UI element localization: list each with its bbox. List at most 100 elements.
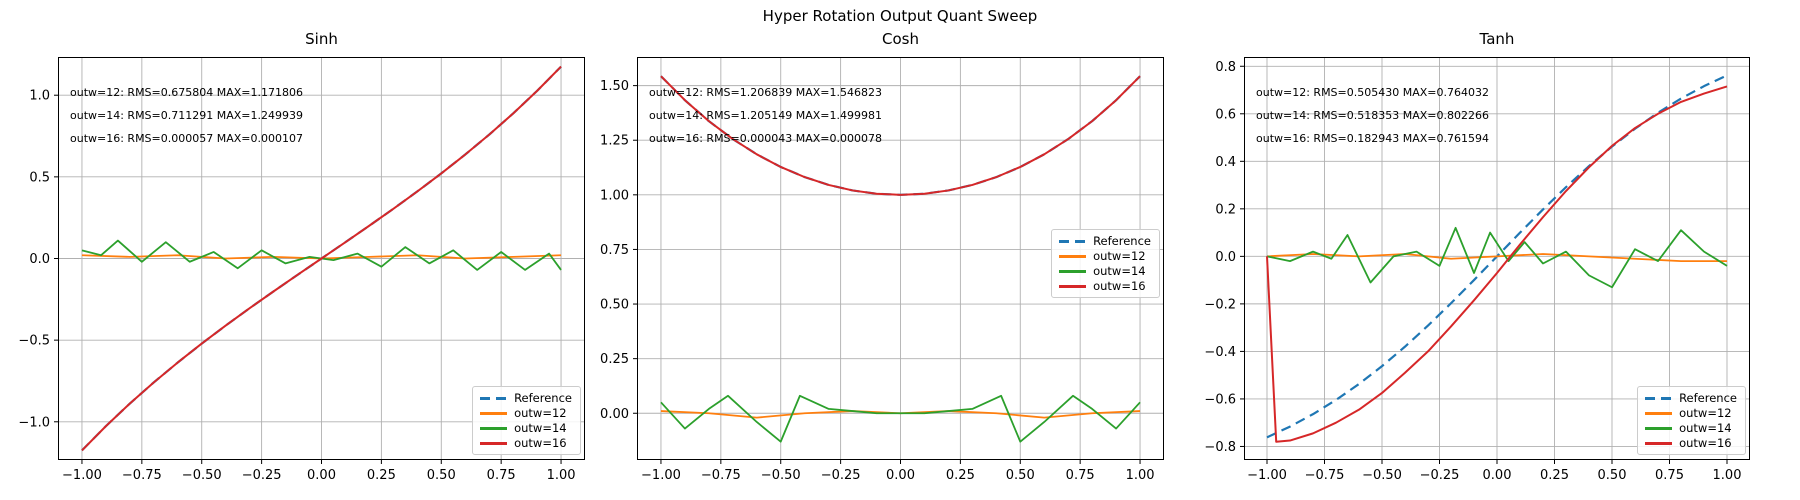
y-tick-label: 0.25: [600, 352, 629, 367]
annotation-line: outw=14: RMS=1.205149 MAX=1.499981: [649, 109, 882, 122]
x-tick-label: 0.25: [367, 468, 396, 483]
legend-entry: Reference: [1645, 392, 1737, 404]
annotation-line: outw=14: RMS=0.711291 MAX=1.249939: [70, 109, 303, 122]
x-tick-label: 1.00: [547, 468, 576, 483]
legend-entry: outw=16: [1645, 437, 1737, 449]
annotation-line: outw=16: RMS=0.182943 MAX=0.761594: [1256, 132, 1489, 145]
legend-line-sample: [1645, 411, 1673, 415]
legend-cosh: Reference outw=12 outw=14 outw=16: [1051, 229, 1160, 298]
legend-entry: outw=14: [480, 422, 572, 434]
series-line-outw-12: [1266, 253, 1727, 263]
y-tick-label: −0.4: [1204, 345, 1236, 360]
annotation-line: outw=12: RMS=0.675804 MAX=1.171806: [70, 86, 303, 99]
subplot-title-sinh: Sinh: [305, 30, 338, 48]
y-tick-label: −0.5: [18, 334, 50, 349]
y-tick-label: 0.2: [1215, 202, 1236, 217]
x-tick-label: 1.00: [1126, 468, 1155, 483]
y-tick-label: −1.0: [18, 415, 50, 430]
y-tick-label: 0.8: [1215, 60, 1236, 75]
x-tick-label: 0.75: [1066, 468, 1095, 483]
legend-line-sample: [480, 411, 508, 415]
panel-cosh: Cosh −1.00 −0.75 −0.50 −0.25 0.00 0.25 0.50 0.7…: [600, 0, 1200, 500]
plotbox-tanh: Tanh −1.00 −0.75 −0.50 −0.25 0.00 0.25 0.50 0.7…: [1204, 30, 1750, 483]
annotation-line: outw=16: RMS=0.000057 MAX=0.000107: [70, 132, 303, 145]
legend-label: outw=16: [514, 436, 567, 450]
legend-line-sample: [1059, 284, 1087, 288]
series-line-outw-14: [1266, 226, 1728, 289]
panel-sinh: Sinh −1.00 −0.75 −0.50 −0.25 0.00 0.25 0.50 0.7…: [0, 0, 600, 500]
figure-title: Hyper Rotation Output Quant Sweep: [762, 7, 1038, 25]
legend-line-sample: [1645, 396, 1673, 400]
x-tick-label: −1.00: [1247, 468, 1287, 483]
series-line-outw-16: [660, 75, 1141, 196]
plot-area-sinh: −1.00 −0.75 −0.50 −0.25 0.00 0.25 0.50 0.75 1.00…: [18, 57, 585, 483]
y-tick-label: 0.50: [600, 298, 629, 313]
annotations-sinh: outw=12: RMS=0.675804 MAX=1.171806 outw=1…: [70, 87, 303, 156]
legend-entry: Reference: [480, 392, 572, 404]
legend-line-sample: [1059, 239, 1087, 243]
subplot-title-tanh: Tanh: [1479, 30, 1515, 48]
legend-sinh: Reference outw=12 outw=14 outw=16: [472, 386, 581, 455]
y-tick-label: 1.50: [600, 79, 629, 94]
x-tick-label: −0.75: [701, 468, 741, 483]
y-tick-label: 0.00: [600, 407, 629, 422]
y-tick-label: 0.4: [1215, 155, 1236, 170]
x-tick-label: −0.75: [1305, 468, 1345, 483]
x-tick-label: −1.00: [641, 468, 681, 483]
y-tick-label: 1.00: [600, 188, 629, 203]
x-tick-label: 0.25: [946, 468, 975, 483]
y-tick-label: −0.8: [1204, 440, 1236, 455]
legend-line-sample: [480, 426, 508, 430]
x-tick-label: −0.50: [1362, 468, 1402, 483]
x-tick-label: 0.00: [886, 468, 915, 483]
x-tick-label: 0.50: [1598, 468, 1627, 483]
x-tick-label: 0.25: [1540, 468, 1569, 483]
series-line-outw-14: [660, 394, 1141, 443]
legend-line-sample: [480, 396, 508, 400]
legend-entry: outw=14: [1059, 265, 1151, 277]
legend-label: outw=16: [1679, 436, 1732, 450]
legend-label: outw=12: [514, 406, 567, 420]
legend-entry: outw=12: [1645, 407, 1737, 419]
legend-label: Reference: [1093, 234, 1151, 248]
x-tick-label: 0.00: [307, 468, 336, 483]
legend-entry: outw=12: [1059, 250, 1151, 262]
y-tick-label: −0.6: [1204, 392, 1236, 407]
y-tick-label: 1.25: [600, 134, 629, 149]
x-tick-label: −0.50: [761, 468, 801, 483]
panel-tanh: Tanh −1.00 −0.75 −0.50 −0.25 0.00 0.25 0.50 0.7…: [1200, 0, 1800, 500]
plotbox-cosh: Cosh −1.00 −0.75 −0.50 −0.25 0.00 0.25 0.50 0.7…: [600, 30, 1164, 483]
legend-label: outw=14: [514, 421, 567, 435]
y-tick-label: 1.0: [29, 89, 50, 104]
legend-entry: outw=16: [480, 437, 572, 449]
legend-line-sample: [1059, 254, 1087, 258]
legend-entry: outw=12: [480, 407, 572, 419]
legend-label: outw=12: [1093, 249, 1146, 263]
x-tick-label: 0.75: [487, 468, 516, 483]
legend-tanh: Reference outw=12 outw=14 outw=16: [1637, 386, 1746, 455]
y-tick-label: 0.6: [1215, 107, 1236, 122]
legend-label: outw=14: [1679, 421, 1732, 435]
annotation-line: outw=16: RMS=0.000043 MAX=0.000078: [649, 132, 882, 145]
y-tick-label: 0.5: [29, 170, 50, 185]
annotation-line: outw=14: RMS=0.518353 MAX=0.802266: [1256, 109, 1489, 122]
y-tick-label: −0.2: [1204, 297, 1236, 312]
x-tick-label: −1.00: [62, 468, 102, 483]
x-tick-label: −0.25: [242, 468, 282, 483]
x-tick-label: 0.00: [1483, 468, 1512, 483]
legend-label: outw=12: [1679, 406, 1732, 420]
x-tick-label: −0.25: [1420, 468, 1460, 483]
subplot-title-cosh: Cosh: [882, 30, 919, 48]
x-tick-label: −0.50: [182, 468, 222, 483]
series-line-outw-16: [81, 65, 562, 452]
x-tick-label: 0.50: [1006, 468, 1035, 483]
x-tick-label: 0.75: [1655, 468, 1684, 483]
legend-line-sample: [1645, 441, 1673, 445]
legend-entry: outw=14: [1645, 422, 1737, 434]
legend-label: outw=16: [1093, 279, 1146, 293]
x-tick-label: 1.00: [1713, 468, 1742, 483]
series-line-outw-16: [1266, 85, 1728, 443]
legend-label: Reference: [1679, 391, 1737, 405]
legend-entry: Reference: [1059, 235, 1151, 247]
